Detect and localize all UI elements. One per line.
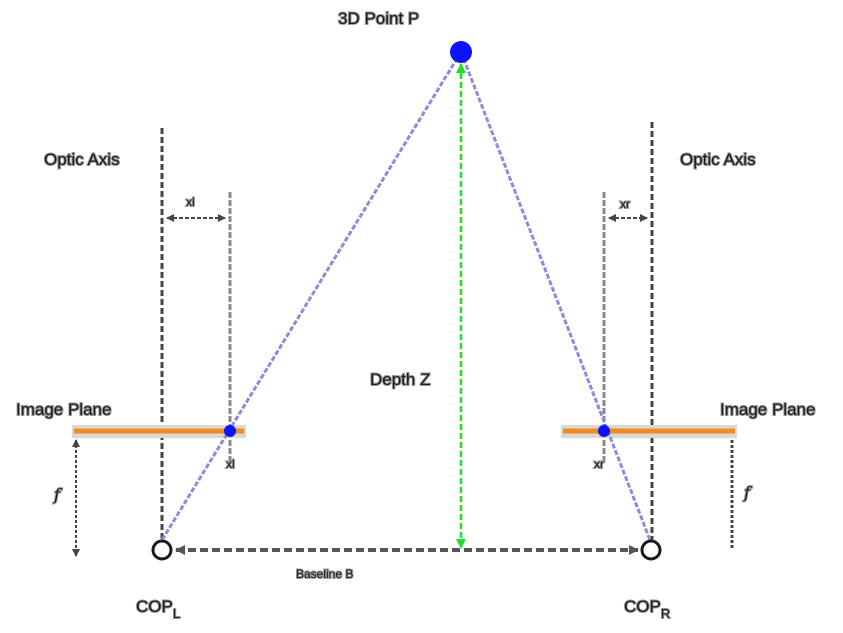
right-optic-axis-label: Optic Axis: [680, 150, 756, 169]
left-cop-marker: [151, 539, 173, 561]
right-image-point: [598, 425, 610, 437]
left-image-point: [224, 425, 236, 437]
left-focal-label: f: [53, 485, 63, 504]
left-image-plane-label: Image Plane: [16, 400, 111, 419]
right-x-bottom-label: xr: [594, 457, 604, 471]
right-ray: [459, 51, 652, 541]
left-optic-axis-label: Optic Axis: [44, 150, 120, 169]
right-focal-label: f: [743, 483, 753, 502]
right-cop-text: COP: [624, 597, 661, 616]
right-cop-marker: [640, 539, 662, 561]
left-x-bottom-label: xl: [226, 457, 235, 471]
left-x-top-label: xl: [186, 195, 195, 209]
left-cop-text: COP: [136, 597, 173, 616]
right-cop-subscript: R: [661, 606, 670, 621]
right-cop-label: COPR: [624, 597, 670, 621]
right-image-plane-label: Image Plane: [720, 400, 815, 419]
point-p: [450, 41, 472, 63]
right-x-top-label: xr: [620, 197, 630, 211]
baseline-label: Baseline B: [296, 567, 353, 581]
left-cop-label: COPL: [136, 597, 180, 621]
point-label: 3D Point P: [338, 9, 419, 28]
left-cop-subscript: L: [173, 606, 180, 621]
left-ray: [160, 51, 463, 541]
depth-label: Depth Z: [370, 370, 430, 389]
